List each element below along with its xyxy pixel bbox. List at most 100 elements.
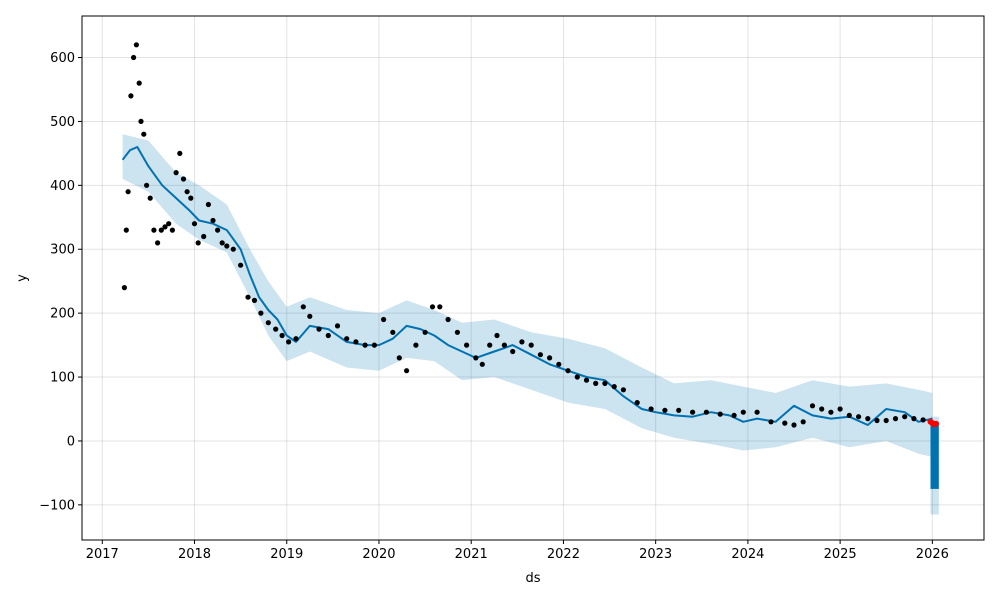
observed-point [593,380,599,386]
observed-point [121,285,127,291]
plot-frame [81,15,985,541]
observed-point [874,417,880,424]
observed-point [238,262,244,268]
observed-point [381,316,387,323]
observed-point [690,409,696,415]
observed-point [494,332,500,339]
observed-point [123,227,129,233]
observed-point [158,227,164,233]
observed-point [902,414,908,420]
observed-point [920,417,926,423]
y-tick-label: 400 [50,179,75,194]
observed-point [611,384,617,390]
observed-point [180,176,187,182]
uncertainty-band [122,134,933,457]
observed-point [782,420,788,426]
observed-point [620,387,627,393]
observed-point [307,313,313,319]
observed-point [731,412,737,418]
observed-point [819,406,825,412]
observed-point [293,336,299,342]
observed-point [128,93,134,99]
observed-point [169,227,175,233]
observed-point [133,42,139,48]
observed-point [251,297,258,303]
observed-point [892,416,899,422]
observed-point [166,221,172,227]
y-tick-label: 0 [67,434,75,449]
recent-point [933,420,939,427]
recent-points-layer [927,418,939,428]
x-tick-label: 2020 [362,547,395,562]
observed-point [147,195,153,201]
observed-point [574,374,580,380]
observed-point [224,243,230,249]
observed-point [547,355,553,361]
observed-point [519,339,525,345]
x-tick-label: 2026 [916,547,949,562]
forecast-line-layer [121,146,933,426]
observed-point [316,326,322,332]
x-tick-label: 2017 [86,547,119,562]
observed-point [141,131,147,137]
observed-point [445,316,451,323]
x-tick-label: 2025 [824,547,857,562]
observed-point [883,417,889,424]
observed-point [464,342,470,348]
observed-point [865,416,871,422]
grid [82,16,984,540]
observed-point [201,233,207,240]
observed-point [565,368,571,374]
observed-point [437,304,443,310]
observed-point [177,150,183,156]
observed-point [136,80,142,86]
observed-point [528,342,534,348]
observed-point [215,227,221,233]
observed-point [210,217,216,224]
observed-point [676,407,682,413]
observed-point [856,414,862,420]
observed-point [501,342,507,348]
observed-point [151,227,157,233]
forecast-line [121,146,933,426]
observed-point [371,342,377,348]
observed-point [125,189,131,195]
x-tick-label: 2024 [731,547,764,562]
observed-point [800,419,806,425]
x-axis-label: ds [525,571,540,586]
observed-point [583,377,590,383]
observed-point [662,407,668,413]
observed-point [809,403,816,409]
observed-point [740,409,746,415]
observed-point [454,329,460,335]
forecast-block [930,423,939,489]
observed-point [422,329,428,335]
observed-point [265,320,271,326]
observed-point [230,246,236,252]
observed-point [344,336,350,342]
observed-point [473,355,479,361]
observed-point [404,368,410,374]
observed-point [273,326,279,332]
x-tick-label: 2018 [178,547,211,562]
observed-point [325,332,331,339]
observed-point [754,409,760,415]
observed-point [195,240,201,246]
observed-point [390,329,396,335]
uncertainty-band-layer [122,134,933,457]
observed-point [144,182,150,188]
y-axis: −100 0 100 200 300 400 500 600 [39,51,82,513]
observed-point [791,422,797,428]
observed-point [634,400,640,406]
observed-point [362,342,368,348]
x-tick-label: 2023 [639,547,672,562]
x-tick-label: 2019 [270,547,303,562]
observed-point [479,361,485,367]
observed-point [837,406,843,412]
observed-point [353,339,359,345]
y-axis-label: y [15,274,30,282]
observed-point [602,380,608,386]
observed-point [300,304,306,310]
